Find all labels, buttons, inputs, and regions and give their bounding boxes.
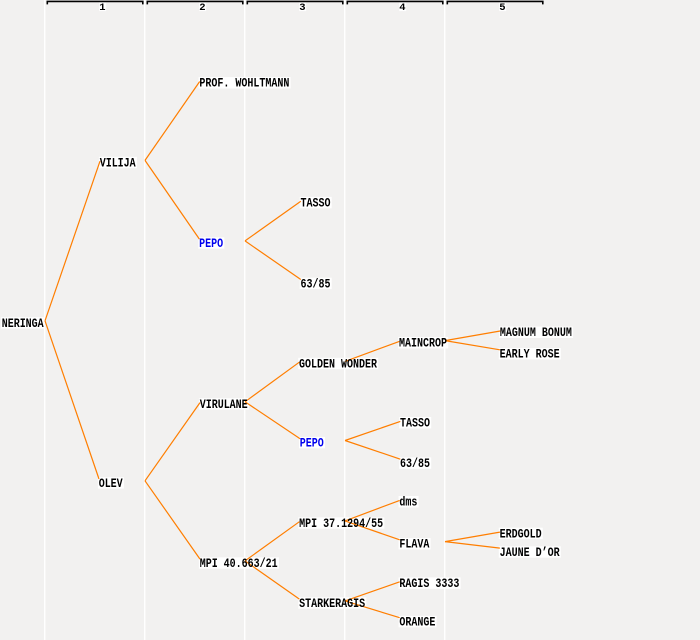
svg-text:PEPO: PEPO [199, 237, 223, 251]
svg-text:GOLDEN WONDER: GOLDEN WONDER [299, 357, 377, 371]
svg-text:3: 3 [299, 2, 305, 14]
svg-text:MPI 37.1294/55: MPI 37.1294/55 [299, 517, 383, 531]
svg-text:TASSO: TASSO [400, 417, 430, 431]
svg-text:MAGNUM BONUM: MAGNUM BONUM [500, 326, 572, 340]
svg-text:MAINCROP: MAINCROP [399, 337, 447, 351]
svg-text:VIRULANE: VIRULANE [200, 398, 248, 412]
svg-text:dms: dms [399, 496, 417, 510]
svg-text:VILIJA: VILIJA [100, 156, 136, 170]
svg-text:ORANGE: ORANGE [399, 616, 435, 630]
svg-text:MPI 40.663/21: MPI 40.663/21 [200, 557, 278, 571]
svg-text:63/85: 63/85 [301, 277, 331, 291]
svg-text:NERINGA: NERINGA [2, 317, 44, 331]
svg-text:2: 2 [199, 2, 205, 14]
svg-text:PROF. WOHLTMANN: PROF. WOHLTMANN [199, 77, 289, 91]
svg-text:1: 1 [99, 2, 105, 14]
svg-text:ERDGOLD: ERDGOLD [500, 527, 542, 541]
svg-text:RAGIS 3333: RAGIS 3333 [399, 577, 459, 591]
svg-text:EARLY ROSE: EARLY ROSE [500, 348, 560, 362]
svg-text:FLAVA: FLAVA [399, 538, 429, 552]
svg-text:JAUNE D’OR: JAUNE D’OR [500, 546, 560, 560]
svg-text:OLEV: OLEV [99, 477, 123, 491]
svg-text:PEPO: PEPO [300, 437, 324, 451]
svg-text:TASSO: TASSO [301, 197, 331, 211]
svg-text:4: 4 [399, 2, 405, 14]
svg-text:STARKERAGIS: STARKERAGIS [299, 597, 365, 611]
svg-text:63/85: 63/85 [400, 457, 430, 471]
svg-text:5: 5 [499, 2, 505, 14]
